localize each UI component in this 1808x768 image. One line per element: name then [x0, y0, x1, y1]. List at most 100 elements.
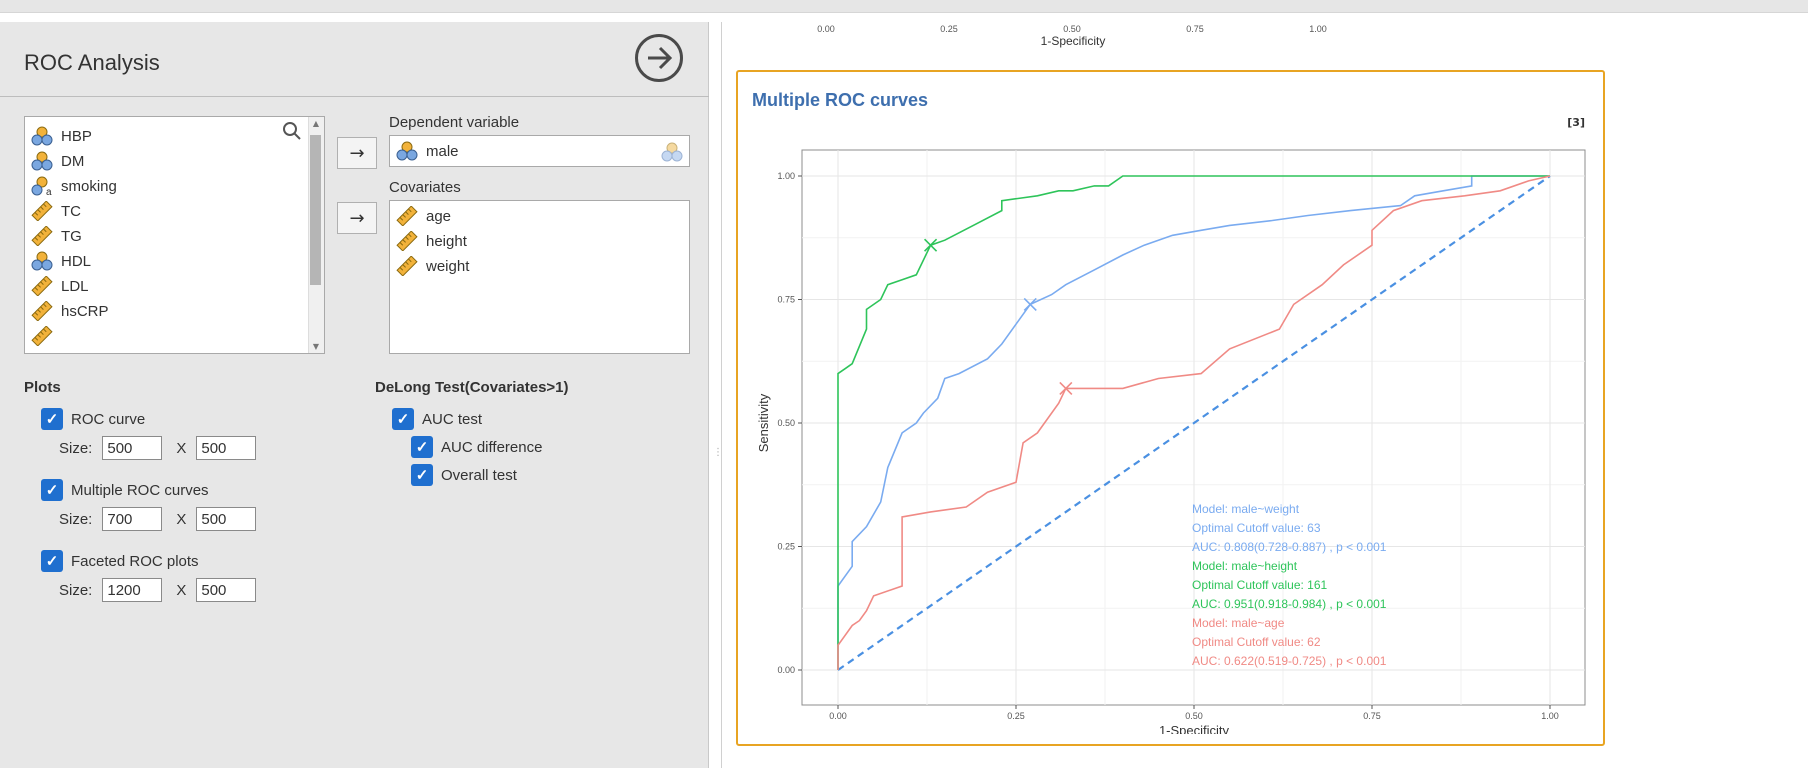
overall-test-checkbox[interactable]: ✓	[411, 464, 433, 486]
overall-test-option[interactable]: ✓ Overall test	[411, 464, 517, 486]
nominal-icon	[396, 141, 418, 161]
variable-name: HDL	[61, 252, 92, 270]
run-analysis-button[interactable]	[635, 34, 683, 82]
move-to-covariates-button[interactable]: →	[337, 202, 377, 234]
covariate-item[interactable]: height	[396, 230, 467, 252]
reference-diagonal	[837, 175, 1551, 671]
cutoff-marker-age	[1059, 381, 1073, 395]
covariates-box[interactable]: age height weight	[389, 200, 690, 354]
multiple-roc-checkbox[interactable]: ✓	[41, 479, 63, 501]
nominal-text-icon: a	[31, 176, 52, 196]
plots-section-title: Plots	[24, 379, 61, 396]
variable-item[interactable]: DM	[31, 150, 84, 172]
continuous-icon	[396, 231, 418, 251]
previous-plot-axis: 0.00 0.25 0.50 0.75 1.00 1-Specificity	[817, 24, 1327, 48]
search-icon[interactable]	[282, 121, 302, 141]
size-label: Size:	[59, 439, 93, 457]
result-title: Multiple ROC curves	[752, 90, 929, 110]
dependent-variable-box[interactable]: male	[389, 135, 690, 167]
covariate-item[interactable]: age	[396, 205, 451, 227]
scroll-up-arrow[interactable]: ▲	[312, 119, 320, 128]
roc-curve-option[interactable]: ✓ ROC curve	[41, 408, 145, 430]
faceted-roc-label: Faceted ROC plots	[71, 552, 199, 570]
overall-test-label: Overall test	[441, 466, 517, 484]
faceted-roc-checkbox[interactable]: ✓	[41, 550, 63, 572]
roc-curve-size-row: Size: X	[59, 436, 257, 460]
roc-curve-width-input[interactable]	[102, 436, 163, 460]
size-x-label: X	[176, 581, 187, 599]
reference-tag[interactable]: [3]	[1567, 116, 1585, 129]
faceted-roc-width-input[interactable]	[102, 578, 163, 602]
prev-plot-tick-label: 0.50	[1063, 24, 1081, 34]
scroll-down-arrow[interactable]: ▼	[312, 342, 320, 351]
cutoff-marker-weight	[1023, 297, 1037, 312]
y-tick-label: 1.00	[777, 171, 795, 181]
multiple-roc-result: Multiple ROC curves [3] 0.00 0.25 0.50 0.75…	[736, 70, 1605, 746]
y-tick-label: 0.00	[777, 665, 795, 675]
auc-test-option[interactable]: ✓ AUC test	[392, 408, 482, 430]
x-tick-label: 0.25	[1007, 711, 1025, 721]
auc-test-label: AUC test	[422, 410, 483, 428]
panel-splitter-handle[interactable]: ⋮	[713, 447, 723, 458]
y-tick-label: 0.75	[777, 295, 795, 305]
prev-plot-tick-label: 1.00	[1309, 24, 1327, 34]
variable-item-partial[interactable]	[31, 325, 61, 347]
continuous-icon	[31, 326, 53, 346]
variable-item[interactable]: a smoking	[31, 175, 117, 197]
auc-difference-checkbox[interactable]: ✓	[411, 436, 433, 458]
variable-list-scrollbar[interactable]: ▲ ▼	[308, 117, 324, 353]
variable-item[interactable]: TC	[31, 200, 81, 222]
dependent-variable-item[interactable]: male	[396, 140, 459, 162]
roc-curve-height-input[interactable]	[196, 436, 257, 460]
prev-plot-tick-label: 0.75	[1186, 24, 1204, 34]
continuous-icon	[31, 276, 53, 296]
multiple-roc-size-row: Size: X	[59, 507, 257, 531]
faceted-roc-height-input[interactable]	[196, 578, 257, 602]
variable-list[interactable]: ▲ ▼ HBP DM a smoking TC TG HDL LDL hsCRP	[24, 116, 325, 354]
multiple-roc-height-input[interactable]	[196, 507, 257, 531]
multiple-roc-option[interactable]: ✓ Multiple ROC curves	[41, 479, 209, 501]
annotation-weight: AUC: 0.808(0.728-0.887) , p < 0.001	[1192, 540, 1387, 554]
variable-name: LDL	[61, 277, 89, 295]
variable-item[interactable]: LDL	[31, 275, 89, 297]
roc-curve-label: ROC curve	[71, 410, 146, 428]
faceted-roc-option[interactable]: ✓ Faceted ROC plots	[41, 550, 199, 572]
x-tick-label: 0.50	[1185, 711, 1203, 721]
dependent-variable-label: Dependent variable	[389, 114, 520, 131]
annotation-height: Optimal Cutoff value: 161	[1192, 578, 1328, 592]
annotation-age: AUC: 0.622(0.519-0.725) , p < 0.001	[1192, 654, 1387, 668]
options-panel: ROC Analysis ▲ ▼ HBP DM a smoking TC TG HDL LDL…	[0, 22, 709, 768]
multiple-roc-label: Multiple ROC curves	[71, 481, 209, 499]
x-tick-label: 1.00	[1541, 711, 1559, 721]
variable-item[interactable]: hsCRP	[31, 300, 109, 322]
nominal-icon	[31, 151, 53, 171]
auc-test-checkbox[interactable]: ✓	[392, 408, 414, 430]
continuous-icon	[31, 201, 53, 221]
roc-curve-checkbox[interactable]: ✓	[41, 408, 63, 430]
covariate-name: height	[426, 232, 467, 250]
scroll-thumb[interactable]	[310, 135, 321, 285]
y-axis-label: Sensitivity	[756, 393, 771, 452]
variable-name: HBP	[61, 127, 92, 145]
variable-name: TC	[61, 202, 81, 220]
size-x-label: X	[176, 510, 187, 528]
move-to-dependent-button[interactable]: →	[337, 137, 377, 169]
covariates-label: Covariates	[389, 179, 461, 196]
covariate-item[interactable]: weight	[396, 255, 469, 277]
auc-difference-option[interactable]: ✓ AUC difference	[411, 436, 542, 458]
size-label: Size:	[59, 581, 93, 599]
arrow-right-icon	[648, 46, 673, 70]
variable-item[interactable]: TG	[31, 225, 82, 247]
annotation-height: AUC: 0.951(0.918-0.984) , p < 0.001	[1192, 597, 1387, 611]
app-top-bar	[0, 0, 1808, 13]
continuous-icon	[31, 226, 53, 246]
x-tick-label: 0.00	[829, 711, 847, 721]
continuous-icon	[396, 256, 418, 276]
variable-item[interactable]: HDL	[31, 250, 91, 272]
nominal-icon	[31, 251, 53, 271]
prev-plot-tick-label: 0.00	[817, 24, 835, 34]
multiple-roc-width-input[interactable]	[102, 507, 163, 531]
roc-chart: 0.00 0.25 0.50 0.75 1.00 0.00 0.25 0.50 0.75 1.00…	[756, 149, 1586, 734]
variable-item[interactable]: HBP	[31, 125, 92, 147]
covariate-name: weight	[426, 257, 470, 275]
